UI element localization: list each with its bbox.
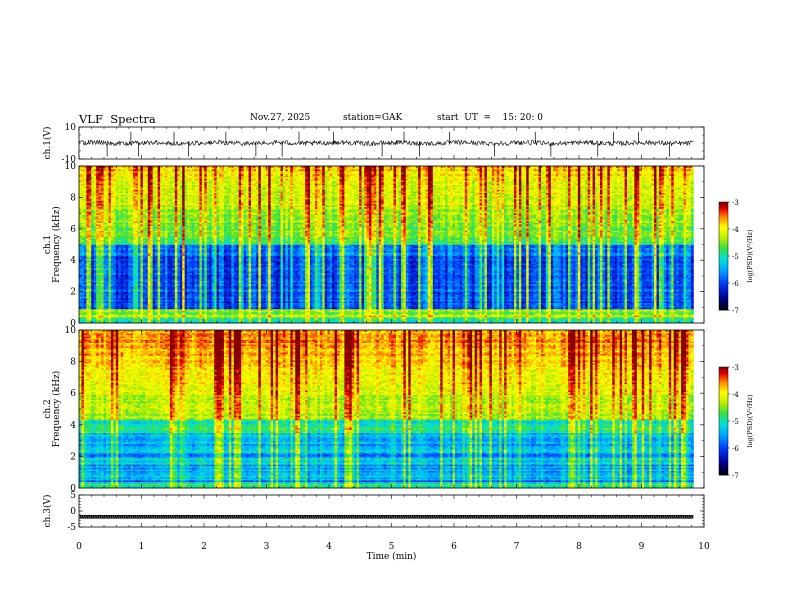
ch1-ylabel-1: ch.1(V) <box>42 127 53 160</box>
ch1-trace <box>79 140 693 146</box>
spec1-cells <box>79 166 694 323</box>
vlf-figure: 10-10ch.1(V) 0246810ch.1 Frequency (kHz) … <box>0 0 792 612</box>
ch1-ytick-label: 10 <box>65 123 77 133</box>
